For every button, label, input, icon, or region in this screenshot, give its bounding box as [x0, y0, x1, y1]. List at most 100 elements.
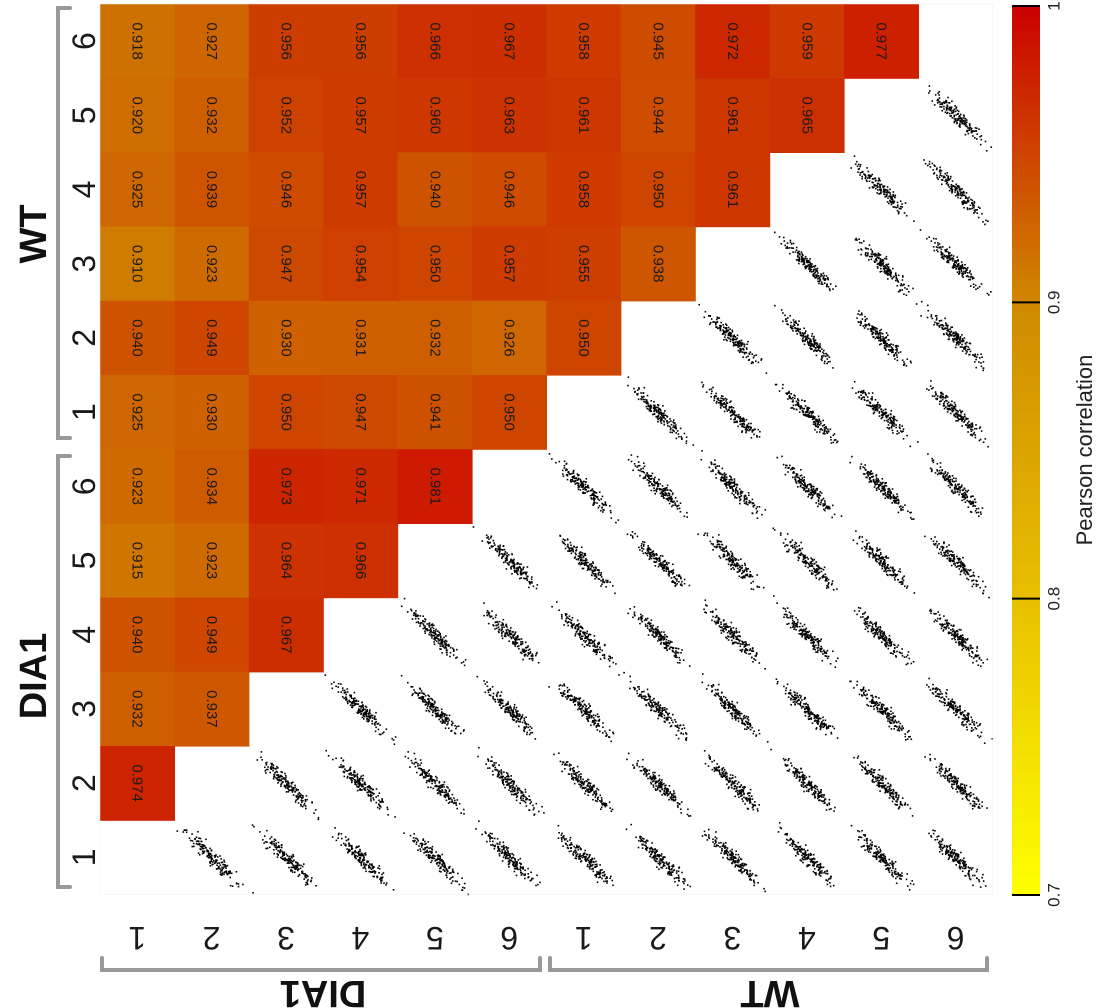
scatter-point — [724, 403, 726, 406]
scatter-point — [730, 400, 732, 402]
scatter-point — [954, 408, 957, 410]
scatter-point — [615, 521, 617, 524]
scatter-point — [823, 576, 826, 578]
scatter-point — [965, 123, 967, 125]
scatter-point — [666, 498, 669, 501]
scatter-point — [867, 399, 869, 402]
scatter-point — [572, 472, 575, 474]
scatter-point — [810, 414, 812, 417]
scatter-point — [509, 560, 512, 562]
scatter-point — [990, 146, 992, 148]
scatter-point — [664, 489, 667, 492]
scatter-point — [678, 507, 681, 510]
scatter-point — [583, 487, 586, 489]
scatter-point — [874, 409, 877, 411]
scatter-point — [959, 342, 961, 344]
scatter-point — [817, 415, 820, 418]
scatter-point — [654, 565, 657, 567]
scatter-point — [802, 411, 804, 414]
scatter-point — [960, 570, 963, 573]
scatter-point — [959, 338, 962, 340]
scatter-point — [739, 416, 742, 418]
scatter-point — [785, 247, 787, 249]
scatter-point — [576, 546, 578, 549]
scatter-point — [948, 554, 950, 557]
scatter-point — [947, 259, 949, 262]
scatter-point — [799, 328, 801, 330]
scatter-point — [583, 492, 585, 495]
scatter-point — [889, 272, 891, 274]
scatter-point — [715, 323, 717, 326]
scatter-point — [423, 624, 425, 627]
scatter-point — [798, 256, 801, 259]
scatter-point — [946, 557, 948, 560]
scatter-point — [828, 430, 830, 433]
scatter-point — [666, 568, 668, 570]
scatter-point — [640, 392, 642, 394]
scatter-point — [667, 425, 669, 427]
scatter-point — [577, 558, 580, 560]
scatter-point — [437, 634, 439, 636]
scatter-point — [793, 394, 795, 397]
scatter-point — [653, 480, 655, 483]
scatter-point — [722, 398, 724, 400]
scatter-point — [879, 560, 882, 562]
scatter-point — [816, 570, 818, 573]
scatter-point — [674, 425, 676, 428]
scatter-point — [979, 511, 982, 513]
scatter-point — [896, 349, 898, 351]
scatter-point — [960, 269, 963, 271]
scatter-point — [490, 535, 493, 537]
scatter-point — [803, 561, 805, 564]
scatter-point — [884, 564, 887, 567]
scatter-point — [962, 567, 965, 569]
scatter-point — [880, 414, 883, 416]
scatter-point — [969, 575, 972, 578]
scatter-point — [879, 334, 882, 336]
scatter-point — [643, 395, 645, 398]
scatter-point — [653, 479, 655, 482]
scatter-point — [883, 344, 886, 347]
scatter-point — [887, 274, 889, 276]
scatter-point — [418, 622, 420, 624]
scatter-point — [688, 584, 691, 587]
heatmap-cell — [397, 300, 473, 376]
scatter-point — [667, 573, 670, 576]
scatter-point — [453, 650, 455, 652]
scatter-point — [809, 261, 811, 264]
scatter-point — [535, 587, 538, 590]
scatter-point — [871, 251, 874, 253]
heatmap-cell — [323, 226, 399, 302]
scatter-point — [913, 592, 916, 594]
scatter-point — [882, 267, 885, 270]
scatter-point — [762, 586, 765, 589]
scatter-point — [951, 257, 954, 259]
scatter-point — [817, 423, 819, 425]
scatter-point — [866, 254, 869, 257]
scatter-point — [940, 472, 942, 475]
scatter-point — [733, 485, 735, 487]
scatter-point — [859, 164, 862, 166]
scatter-point — [811, 560, 814, 562]
scatter-point — [826, 506, 828, 508]
scatter-point — [977, 287, 979, 289]
scatter-point — [663, 423, 665, 426]
cell-value-label: 0.958 — [575, 171, 592, 209]
scatter-point — [964, 264, 966, 266]
scatter-point — [710, 392, 713, 395]
scatter-point — [929, 166, 932, 168]
scatter-point — [972, 574, 975, 576]
scatter-point — [879, 183, 881, 186]
scatter-point — [828, 288, 831, 290]
scatter-point — [721, 473, 724, 476]
scatter-point — [651, 551, 654, 553]
heatmap-cell — [248, 78, 324, 153]
scatter-point — [965, 417, 967, 419]
scatter-point — [801, 477, 804, 479]
scatter-point — [815, 354, 818, 357]
scatter-point — [747, 422, 750, 425]
scatter-point — [803, 407, 805, 410]
scatter-point — [896, 279, 899, 282]
scatter-point — [811, 335, 813, 337]
scatter-point — [529, 583, 531, 585]
